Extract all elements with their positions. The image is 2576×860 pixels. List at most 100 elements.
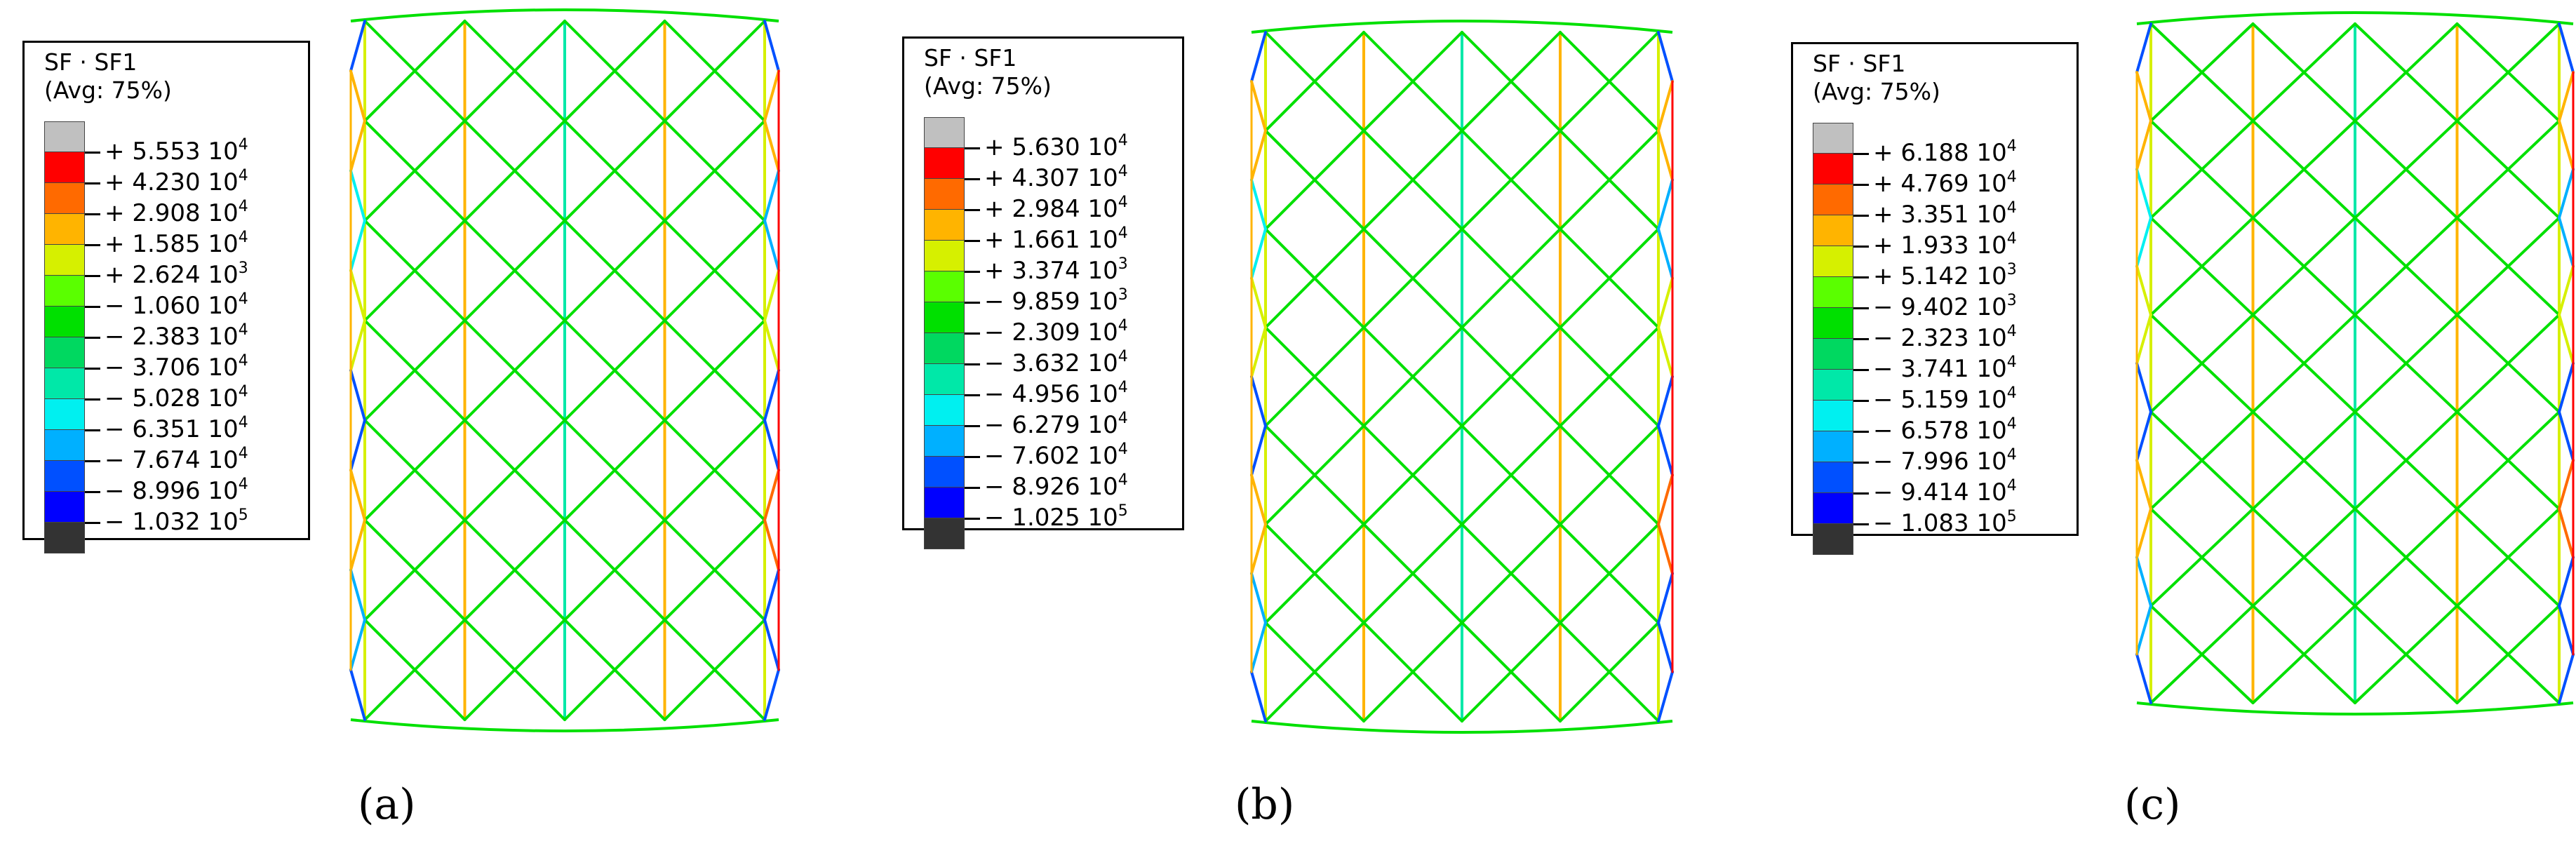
edge-member — [2558, 264, 2575, 316]
legend-swatch — [924, 271, 965, 302]
diagonal-member — [1461, 325, 1562, 428]
diagonal-member — [1264, 523, 1365, 624]
tick-mark — [965, 456, 980, 458]
tick-mark — [965, 425, 980, 427]
edge-member — [763, 568, 780, 622]
legend-value: + 4.230 104 — [105, 167, 248, 197]
edge-member — [2558, 507, 2575, 559]
edge-member — [763, 469, 780, 522]
edge-member — [2558, 459, 2575, 511]
diagonal-member — [1559, 227, 1660, 329]
legend-swatch — [924, 457, 965, 488]
edge-member — [349, 119, 366, 173]
edge-member — [1657, 325, 1674, 378]
edge-member — [1250, 424, 1267, 477]
legend-swatch — [1813, 401, 1853, 431]
legend-value: − 1.032 105 — [105, 506, 248, 537]
edge-member — [2558, 652, 2575, 704]
legend-value: − 1.060 104 — [105, 290, 248, 321]
edge-member — [763, 369, 780, 422]
edge-member — [2135, 459, 2152, 511]
panel-caption: (a) — [358, 780, 416, 829]
edge-member — [1657, 424, 1674, 477]
edge-member — [349, 269, 366, 322]
top-rim — [1251, 20, 1673, 34]
legend-value: + 1.585 104 — [105, 229, 248, 259]
diagonal-member — [2455, 22, 2561, 123]
diagonal-member — [363, 618, 467, 721]
diagonal-member — [2149, 22, 2255, 123]
diagonal-member — [663, 20, 766, 123]
edge-member — [2135, 313, 2152, 365]
diagonal-member — [1461, 129, 1562, 231]
tick-mark — [85, 337, 100, 339]
edge-member — [2558, 71, 2575, 123]
edge-member — [2135, 264, 2152, 316]
diagonal-member — [1461, 424, 1562, 526]
tick-mark — [1853, 153, 1869, 155]
tick-mark — [965, 240, 980, 242]
edge-member — [1250, 129, 1267, 182]
legend-swatch — [1813, 123, 1853, 154]
edge-member — [1657, 523, 1674, 575]
legend-title: SF · SF1 — [44, 48, 137, 76]
tick-mark — [965, 178, 980, 180]
edge-member — [1657, 670, 1674, 723]
legend-swatch — [924, 210, 965, 241]
bottom-rim — [350, 718, 779, 732]
diagonal-member — [2354, 216, 2459, 316]
bottom-rim — [1251, 720, 1673, 734]
tick-mark — [965, 271, 980, 273]
panel-b: SF · SF1 (Avg: 75%) + 5.630 104 + 4.307 1… — [859, 0, 1717, 860]
diagonal-member — [1559, 325, 1660, 428]
edge-member — [2135, 71, 2152, 123]
edge-member — [2558, 313, 2575, 365]
edge-member — [2135, 362, 2152, 414]
legend-swatch — [44, 307, 85, 337]
diagonal-member — [2251, 22, 2356, 123]
diagonal-member — [1461, 31, 1562, 133]
tick-mark — [85, 368, 100, 370]
legend-swatch — [1813, 184, 1853, 215]
diagonal-member — [1362, 31, 1463, 133]
diagonal-member — [563, 20, 666, 123]
legend-swatch — [1813, 277, 1853, 308]
tick-mark — [85, 522, 100, 524]
diagonal-member — [563, 318, 666, 422]
diagonal-member — [463, 419, 566, 522]
diagonal-member — [2354, 604, 2459, 704]
diagonal-member — [1559, 424, 1660, 526]
legend-subtitle: (Avg: 75%) — [924, 72, 1052, 100]
legend-value: + 1.933 104 — [1873, 230, 2017, 260]
edge-member — [1250, 276, 1267, 329]
edge-member — [1657, 80, 1674, 133]
legend-swatch — [1813, 370, 1853, 401]
edge-member — [763, 269, 780, 322]
legend-swatch — [924, 241, 965, 271]
legend-swatch — [44, 523, 85, 553]
top-rim — [2136, 11, 2574, 25]
legend-value: − 4.956 104 — [984, 379, 1128, 409]
diagonal-member — [1559, 523, 1660, 624]
contour-legend: SF · SF1 (Avg: 75%) + 6.188 104 + 4.769 1… — [1791, 42, 2079, 555]
tick-mark — [1853, 215, 1869, 217]
edge-member — [1657, 178, 1674, 231]
tick-mark — [85, 429, 100, 431]
color-scale — [44, 121, 85, 553]
diagonal-member — [663, 119, 766, 222]
tick-mark — [1853, 184, 1869, 186]
edge-member — [349, 419, 366, 472]
edge-member — [349, 169, 366, 222]
edge-member — [1250, 178, 1267, 231]
edge-member — [349, 318, 366, 372]
legend-value: + 5.630 104 — [984, 132, 1128, 162]
legend-swatch — [1813, 524, 1853, 555]
diagonal-member — [1264, 227, 1365, 329]
legend-swatch — [1813, 215, 1853, 246]
legend-swatch — [44, 245, 85, 276]
edge-member — [2135, 119, 2152, 171]
edge-member — [1657, 375, 1674, 428]
diagonal-member — [1461, 227, 1562, 329]
tick-mark — [85, 460, 100, 462]
diagonal-member — [2455, 410, 2561, 511]
